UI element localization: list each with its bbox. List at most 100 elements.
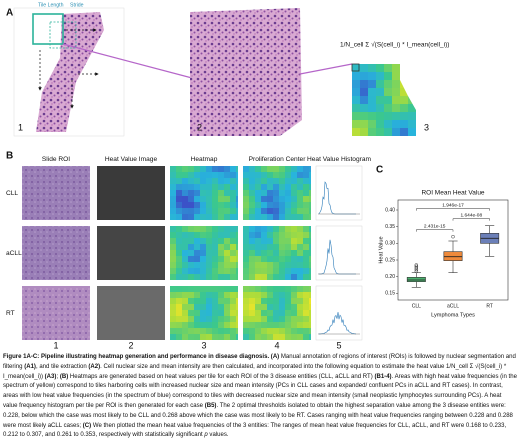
flier [414,264,419,269]
y-tick-label: 0.25 [385,257,395,263]
heat-cell [309,178,311,184]
heat-cell [176,262,182,268]
heat-cell [392,80,400,88]
heat-cell [170,172,176,178]
heat-cell [188,196,194,202]
heat-cell [297,196,303,202]
heat-cell [303,256,309,262]
row-label: aCLL [6,250,22,257]
heat-cell [255,310,261,316]
heat-cell [243,178,249,184]
panel-label: C [376,165,383,176]
heat-cell [243,268,249,274]
heat-cell [230,292,236,298]
heat-cell [243,292,249,298]
heat-cell [267,268,273,274]
heat-cell [352,128,360,136]
heat-cell [249,316,255,322]
heat-cell [291,256,297,262]
heat-cell [206,238,212,244]
heat-cell [218,184,224,190]
heat-cell [309,286,311,292]
heat-cell [261,292,267,298]
heat-cell [376,104,384,112]
heat-cell [212,250,218,256]
heat-cell [200,190,206,196]
heat-cell [255,232,261,238]
heat-cell [230,310,236,316]
heat-cell [170,322,176,328]
proliferation-center [243,226,311,280]
heat-cell [309,328,311,334]
heat-cell [176,166,182,172]
heat-cell [206,178,212,184]
heat-cell [182,178,188,184]
heat-cell [285,304,291,310]
heat-cell [176,334,182,340]
heat-cell [291,202,297,208]
heat-cell [352,120,360,128]
heat-cell [200,292,206,298]
heat-cell [291,250,297,256]
heat-cell [267,196,273,202]
heat-cell [285,214,291,220]
heat-cell [224,214,230,220]
caption-text: , and tile extraction [35,363,89,370]
heat-cell [261,310,267,316]
heat-cell [218,304,224,310]
heat-cell [303,196,309,202]
heat-cell [224,166,230,172]
heat-cell [182,190,188,196]
heat-cell [255,262,261,268]
heat-cell [170,178,176,184]
column-number: 4 [274,340,279,350]
heat-cell [236,310,238,316]
heat-cell [309,196,311,202]
heat-cell [267,262,273,268]
heat-cell [194,322,200,328]
heat-cell [230,196,236,202]
heat-cell [279,292,285,298]
column-header: Proliferation Center [249,156,307,163]
heat-cell [255,322,261,328]
heat-cell [249,274,255,280]
heat-cell [273,268,279,274]
heat-cell [297,166,303,172]
heat-cell [297,226,303,232]
heat-cell [206,328,212,334]
heat-cell [224,244,230,250]
heat-cell [255,316,261,322]
heat-cell [170,214,176,220]
heat-cell [170,304,176,310]
heat-cell [303,304,309,310]
heat-cell [309,316,311,322]
heat-cell [206,286,212,292]
heat-cell [200,322,206,328]
heat-cell [297,172,303,178]
heat-cell [182,304,188,310]
column-number: 3 [201,340,206,350]
heat-cell [200,226,206,232]
heat-cell [230,316,236,322]
heat-cell [170,298,176,304]
heat-cell [267,310,273,316]
heat-cell [297,274,303,280]
heat-cell [291,166,297,172]
heat-cell [255,190,261,196]
heat-cell [352,64,360,72]
flier [414,269,419,274]
heat-cell [261,328,267,334]
heat-cell [194,184,200,190]
heat-cell [360,112,368,120]
heat-cell [243,196,249,202]
heat-cell [291,316,297,322]
heat-cell [224,328,230,334]
heat-cell [224,172,230,178]
heat-cell [384,120,392,128]
heat-cell [212,334,218,340]
heat-cell [243,208,249,214]
heat-cell [309,274,311,280]
heat-cell [291,172,297,178]
heat-cell [182,238,188,244]
